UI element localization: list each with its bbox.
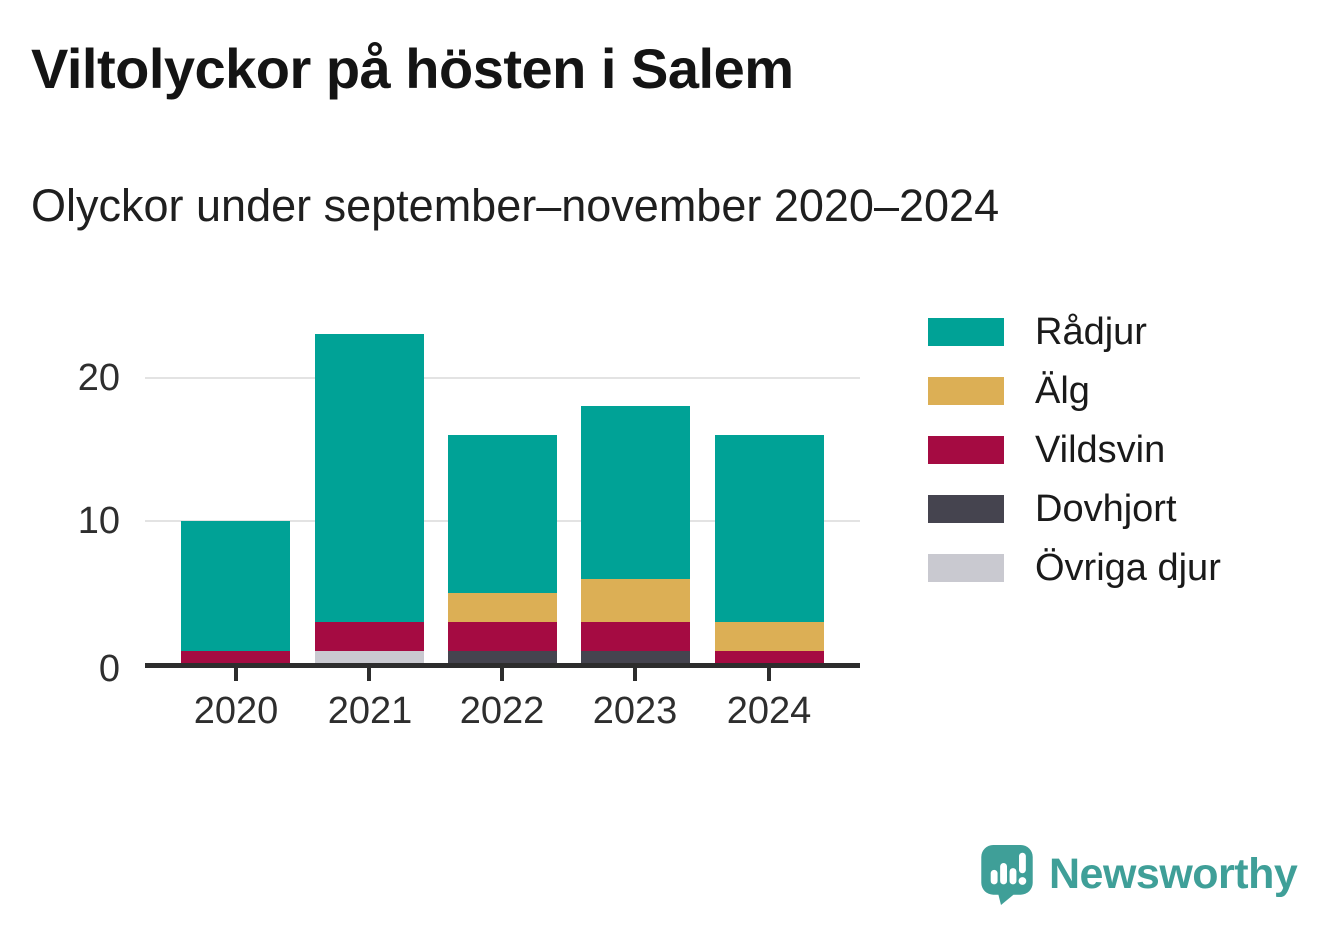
x-axis-label-2021: 2021	[327, 690, 413, 732]
bar-segment-Rådjur-2022	[447, 434, 557, 593]
bar-segment-Älg-2022	[447, 593, 557, 622]
legend-swatch-vildsvin	[928, 436, 1004, 464]
gridline-20	[145, 377, 860, 379]
x-axis-tick-2024	[767, 668, 771, 681]
bar-segment-Vildsvin-2024	[714, 650, 824, 665]
legend-item-ovriga-djur: Övriga djur	[928, 549, 1221, 587]
legend-swatch-radjur	[928, 318, 1004, 346]
bar-segment-Rådjur-2023	[580, 405, 690, 579]
bar-segment-Vildsvin-2022	[447, 621, 557, 651]
x-axis-tick-2021	[367, 668, 371, 681]
x-axis-tick-2022	[500, 668, 504, 681]
legend-swatch-alg	[928, 377, 1004, 405]
legend-label-vildsvin: Vildsvin	[1035, 429, 1166, 471]
x-axis-label-2020: 2020	[193, 690, 279, 732]
legend-item-radjur: Rådjur	[928, 313, 1221, 351]
bar-segment-Vildsvin-2020	[181, 650, 290, 665]
bar-segment-Vildsvin-2023	[580, 621, 690, 651]
bar-segment-Rådjur-2024	[714, 434, 824, 622]
legend: Rådjur Älg Vildsvin Dovhjort Övriga djur	[928, 313, 1221, 613]
brand-footer: Newsworthy	[981, 845, 1298, 905]
legend-item-alg: Älg	[928, 372, 1221, 410]
y-axis-tick-label-20: 20	[77, 357, 120, 399]
x-axis-label-2023: 2023	[592, 690, 678, 732]
bar-segment-Övriga djur-2021	[315, 650, 424, 665]
legend-swatch-ovriga-djur	[928, 554, 1004, 582]
page-subtitle: Olyckor under september–november 2020–20…	[31, 180, 1000, 231]
x-axis-label-2022: 2022	[459, 690, 545, 732]
y-axis-tick-label-0: 0	[98, 648, 120, 690]
legend-item-dovhjort: Dovhjort	[928, 490, 1221, 528]
bar-segment-Dovhjort-2023	[580, 650, 690, 665]
bar-segment-Älg-2023	[580, 578, 690, 622]
y-axis-tick-label-10: 10	[77, 500, 120, 542]
newsworthy-logo-icon	[981, 845, 1033, 905]
brand-name: Newsworthy	[1049, 850, 1298, 898]
bar-segment-Dovhjort-2022	[447, 650, 557, 665]
x-axis-line	[145, 663, 860, 668]
bar-segment-Rådjur-2021	[315, 333, 424, 622]
x-axis-tick-2020	[234, 668, 238, 681]
legend-label-radjur: Rådjur	[1035, 311, 1147, 353]
bar-segment-Rådjur-2020	[181, 521, 290, 651]
legend-label-ovriga-djur: Övriga djur	[1035, 547, 1221, 589]
legend-label-dovhjort: Dovhjort	[1035, 488, 1177, 530]
legend-swatch-dovhjort	[928, 495, 1004, 523]
legend-item-vildsvin: Vildsvin	[928, 431, 1221, 469]
page-title: Viltolyckor på hösten i Salem	[31, 37, 794, 100]
x-axis-tick-2023	[633, 668, 637, 681]
bar-segment-Älg-2024	[714, 621, 824, 651]
bar-segment-Vildsvin-2021	[315, 621, 424, 651]
legend-label-alg: Älg	[1035, 370, 1090, 412]
x-axis-label-2024: 2024	[726, 690, 812, 732]
